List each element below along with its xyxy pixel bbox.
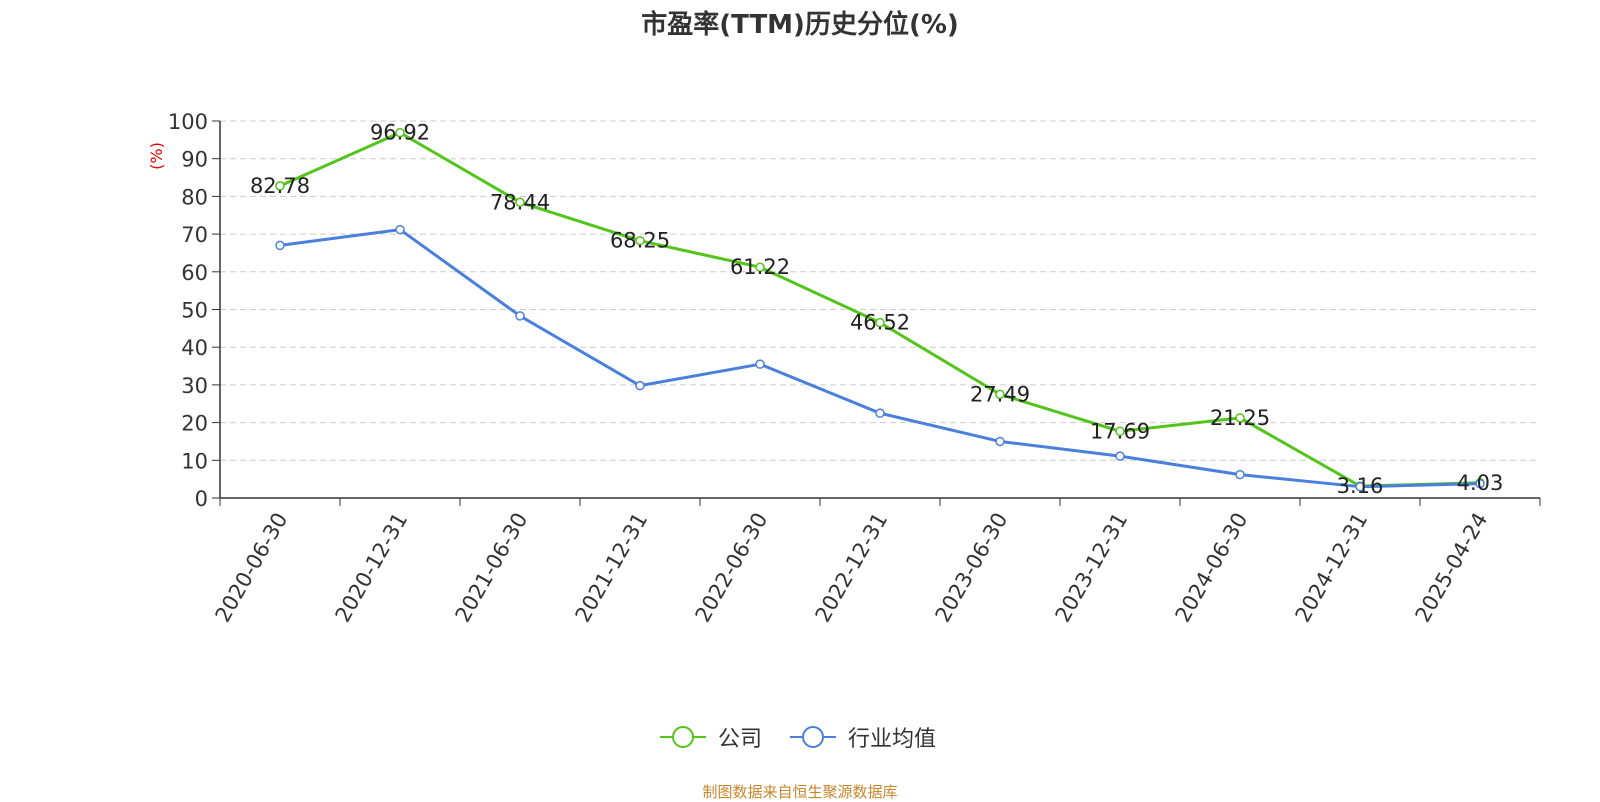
y-tick-label: 30 [181, 374, 208, 398]
industry-point [1355, 481, 1365, 492]
axes: 0 10 20 30 40 50 60 70 80 90 100(%) 2020-06-30 2020-… [147, 110, 1541, 627]
x-tick-label: 2020-12-31 [331, 509, 413, 627]
x-tick-label: 2022-06-30 [691, 509, 773, 627]
x-tick-label: 2022-12-31 [811, 509, 893, 627]
company-point [755, 262, 765, 272]
company-point [635, 235, 645, 246]
legend-industry-label: 行业均值 [848, 727, 937, 752]
industry-point [755, 359, 765, 369]
y-tick-label: 80 [181, 185, 208, 209]
y-tick-label: 70 [181, 223, 208, 247]
industry-point [275, 240, 285, 251]
x-tick-label: 2021-12-31 [571, 509, 653, 627]
company-data-label: 61.22 [730, 255, 790, 279]
legend-item-industry-average[interactable]: 行业均值 [788, 720, 936, 754]
company-point [995, 389, 1005, 400]
company-data-label: 21.25 [1210, 406, 1270, 430]
y-tick-label: 90 [181, 148, 208, 172]
series-lines [275, 127, 1485, 492]
company-data-label: 27.49 [970, 382, 1030, 406]
x-tick-label: 2021-06-30 [451, 509, 533, 627]
company-data-label: 3.16 [1337, 474, 1384, 498]
company-data-label: 68.25 [610, 229, 670, 253]
y-tick-label: 100 [168, 110, 208, 134]
x-tick-label: 2023-12-31 [1051, 509, 1133, 627]
y-axis-title: (%) [147, 142, 166, 170]
company-point [395, 127, 405, 138]
x-tick-label: 2020-06-30 [211, 509, 293, 627]
company-data-label: 78.44 [490, 190, 550, 214]
company-data-label: 96.92 [370, 121, 430, 145]
legend-company-label: 公司 [718, 727, 763, 752]
company-data-label: 4.03 [1457, 471, 1504, 495]
x-tick-label: 2024-06-30 [1171, 509, 1253, 627]
industry-point [875, 408, 885, 418]
data-labels: 82.78 96.92 78.44 68.25 61.22 46.52 27.49 17.69… [250, 121, 1503, 498]
company-data-label: 46.52 [850, 311, 910, 335]
industry-point [635, 380, 645, 391]
legend-item-company[interactable]: 公司 [658, 720, 762, 754]
company-point [275, 181, 285, 191]
legend-industry-icon [790, 726, 836, 748]
data-source-note: 制图数据来自恒生聚源数据库 [702, 783, 898, 801]
industry-point [395, 224, 405, 235]
industry-point [515, 311, 525, 321]
industry-point [995, 436, 1005, 447]
y-tick-label: 50 [181, 299, 208, 323]
industry-point [1115, 451, 1125, 461]
industry-point [1235, 469, 1245, 480]
y-tick-label: 60 [181, 261, 208, 285]
y-tick-label: 10 [181, 449, 208, 473]
x-tick-label: 2025-04-24 [1411, 509, 1493, 627]
x-tick-label: 2024-12-31 [1291, 509, 1373, 627]
series-line-industry [279, 228, 1481, 489]
company-point [1235, 413, 1245, 423]
y-tick-label: 40 [181, 336, 208, 360]
company-data-label: 17.69 [1090, 419, 1150, 443]
company-data-label: 82.78 [250, 174, 310, 198]
company-point [1115, 426, 1125, 437]
y-tick-label: 20 [181, 412, 208, 436]
industry-point [1475, 478, 1485, 489]
company-point [875, 317, 885, 328]
legend-company-icon [660, 726, 706, 748]
y-tick-label: 0 [195, 487, 208, 511]
chart-title: 市盈率(TTM)历史分位(%) [641, 10, 959, 40]
company-point [515, 197, 525, 208]
x-tick-label: 2023-06-30 [931, 509, 1013, 627]
grid-lines [220, 120, 1540, 461]
